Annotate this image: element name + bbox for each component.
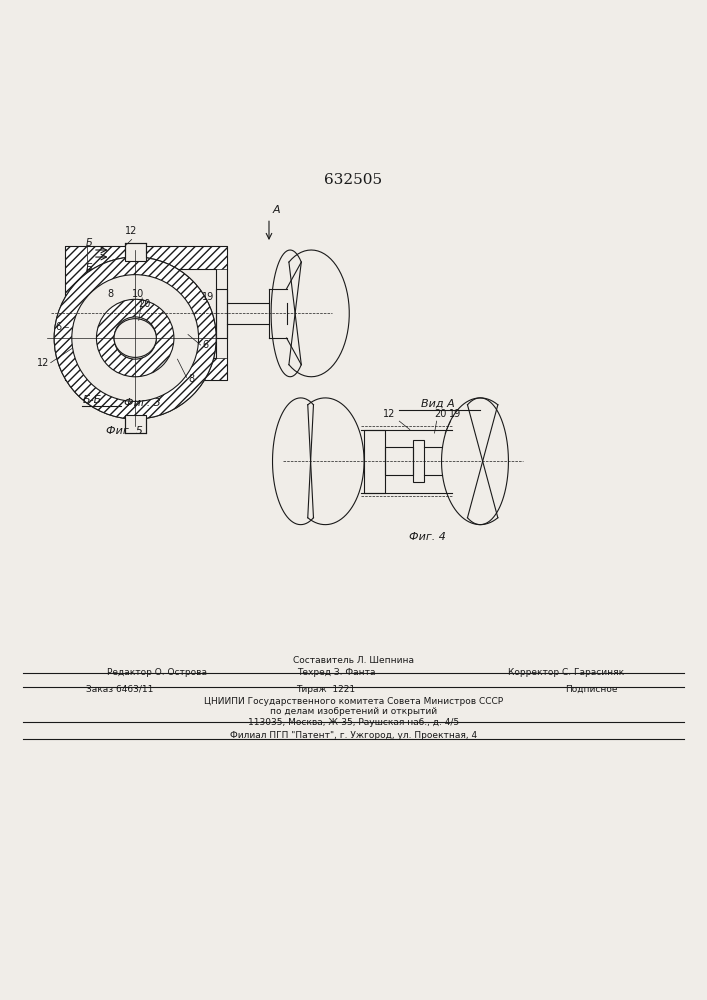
Bar [124,415,146,433]
Bar [65,246,87,380]
Text: Составитель Л. Шепнина: Составитель Л. Шепнина [293,656,414,665]
Circle shape [72,275,199,401]
Text: 6: 6 [55,322,62,332]
Text: 8: 8 [188,374,194,384]
Text: по делам изобретений и открытий: по делам изобретений и открытий [270,707,437,716]
Text: Тираж  1221: Тираж 1221 [296,685,355,694]
Text: 12: 12 [37,358,49,368]
Circle shape [96,299,174,377]
Bar [65,246,227,380]
Text: Б: Б [86,263,93,273]
Bar [65,246,227,269]
Bar [87,269,216,358]
Text: ЦНИИПИ Государственного комитета Совета Министров СССР: ЦНИИПИ Государственного комитета Совета … [204,697,503,706]
Text: А: А [272,205,280,215]
Text: Вид А: Вид А [421,398,455,408]
Text: Филиал ПГП "Патент", г. Ужгород, ул. Проектная, 4: Филиал ПГП "Патент", г. Ужгород, ул. Про… [230,731,477,740]
Text: Фиг. 5: Фиг. 5 [106,426,143,436]
Bar [414,440,424,482]
Bar [114,285,170,342]
Circle shape [114,317,156,359]
Bar [124,243,146,261]
Bar [65,358,227,380]
Text: Фиг. 3: Фиг. 3 [124,398,160,408]
Text: Подписное: Подписное [565,685,617,694]
Text: 19: 19 [202,292,214,302]
Text: Б-Б: Б-Б [83,395,102,405]
Bar [364,430,385,493]
Text: 8: 8 [107,289,114,299]
Text: Б: Б [86,238,93,248]
Text: 20: 20 [139,299,151,309]
Text: Техред З. Фанта: Техред З. Фанта [297,668,375,677]
Ellipse shape [114,319,156,357]
Text: 20: 20 [435,409,447,419]
Text: Фиг. 4: Фиг. 4 [409,532,446,542]
Bar [216,289,227,338]
Text: 12: 12 [383,409,396,419]
Text: Корректор С. Гарасиняк: Корректор С. Гарасиняк [508,668,624,677]
Text: 632505: 632505 [325,173,382,187]
Text: Заказ 6463/11: Заказ 6463/11 [86,685,153,694]
Circle shape [54,257,216,419]
Text: 10: 10 [132,289,144,299]
Bar [114,285,170,342]
Text: 6: 6 [202,340,209,350]
Text: 113035, Москва, Ж-35, Раушская наб., д. 4/5: 113035, Москва, Ж-35, Раушская наб., д. … [248,718,459,727]
Text: 19: 19 [448,409,461,419]
Bar [170,292,185,335]
Bar [385,447,414,475]
Text: Редактор О. Острова: Редактор О. Острова [107,668,207,677]
Text: 12: 12 [124,226,137,236]
